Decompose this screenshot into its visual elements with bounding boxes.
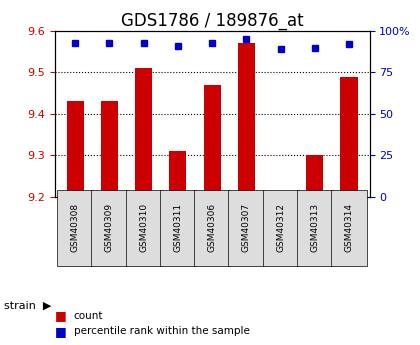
Text: strain  ▶: strain ▶ [4, 300, 52, 310]
Text: GSM40306: GSM40306 [207, 203, 217, 253]
Bar [238, 43, 255, 197]
Text: GSM40313: GSM40313 [310, 203, 319, 253]
Text: GSM40314: GSM40314 [344, 203, 354, 252]
Bar [306, 155, 323, 197]
Bar [135, 68, 152, 197]
Text: ■: ■ [55, 309, 66, 322]
Bar [67, 101, 84, 197]
Text: GSM40310: GSM40310 [139, 203, 148, 253]
Bar [204, 85, 220, 197]
FancyBboxPatch shape [195, 219, 263, 247]
Text: ■: ■ [55, 325, 66, 338]
Text: GSM40311: GSM40311 [173, 203, 182, 253]
Text: KP3365 unc-43(n1186)
mutant: KP3365 unc-43(n1186) mutant [265, 224, 365, 243]
Text: GSM40312: GSM40312 [276, 203, 285, 252]
Bar [341, 77, 357, 197]
Text: GSM40308: GSM40308 [71, 203, 80, 253]
Text: percentile rank within the sample: percentile rank within the sample [74, 326, 249, 336]
Bar [101, 101, 118, 197]
Title: GDS1786 / 189876_at: GDS1786 / 189876_at [121, 12, 303, 30]
FancyBboxPatch shape [58, 219, 195, 247]
Text: GSM40309: GSM40309 [105, 203, 114, 253]
Text: KP3293 tom-1(nu
468) mutant: KP3293 tom-1(nu 468) mutant [192, 224, 267, 243]
FancyBboxPatch shape [263, 219, 366, 247]
Bar [272, 193, 289, 197]
Text: GSM40307: GSM40307 [242, 203, 251, 253]
Bar [169, 151, 186, 197]
Text: count: count [74, 311, 103, 321]
Text: wildtype: wildtype [108, 229, 145, 238]
